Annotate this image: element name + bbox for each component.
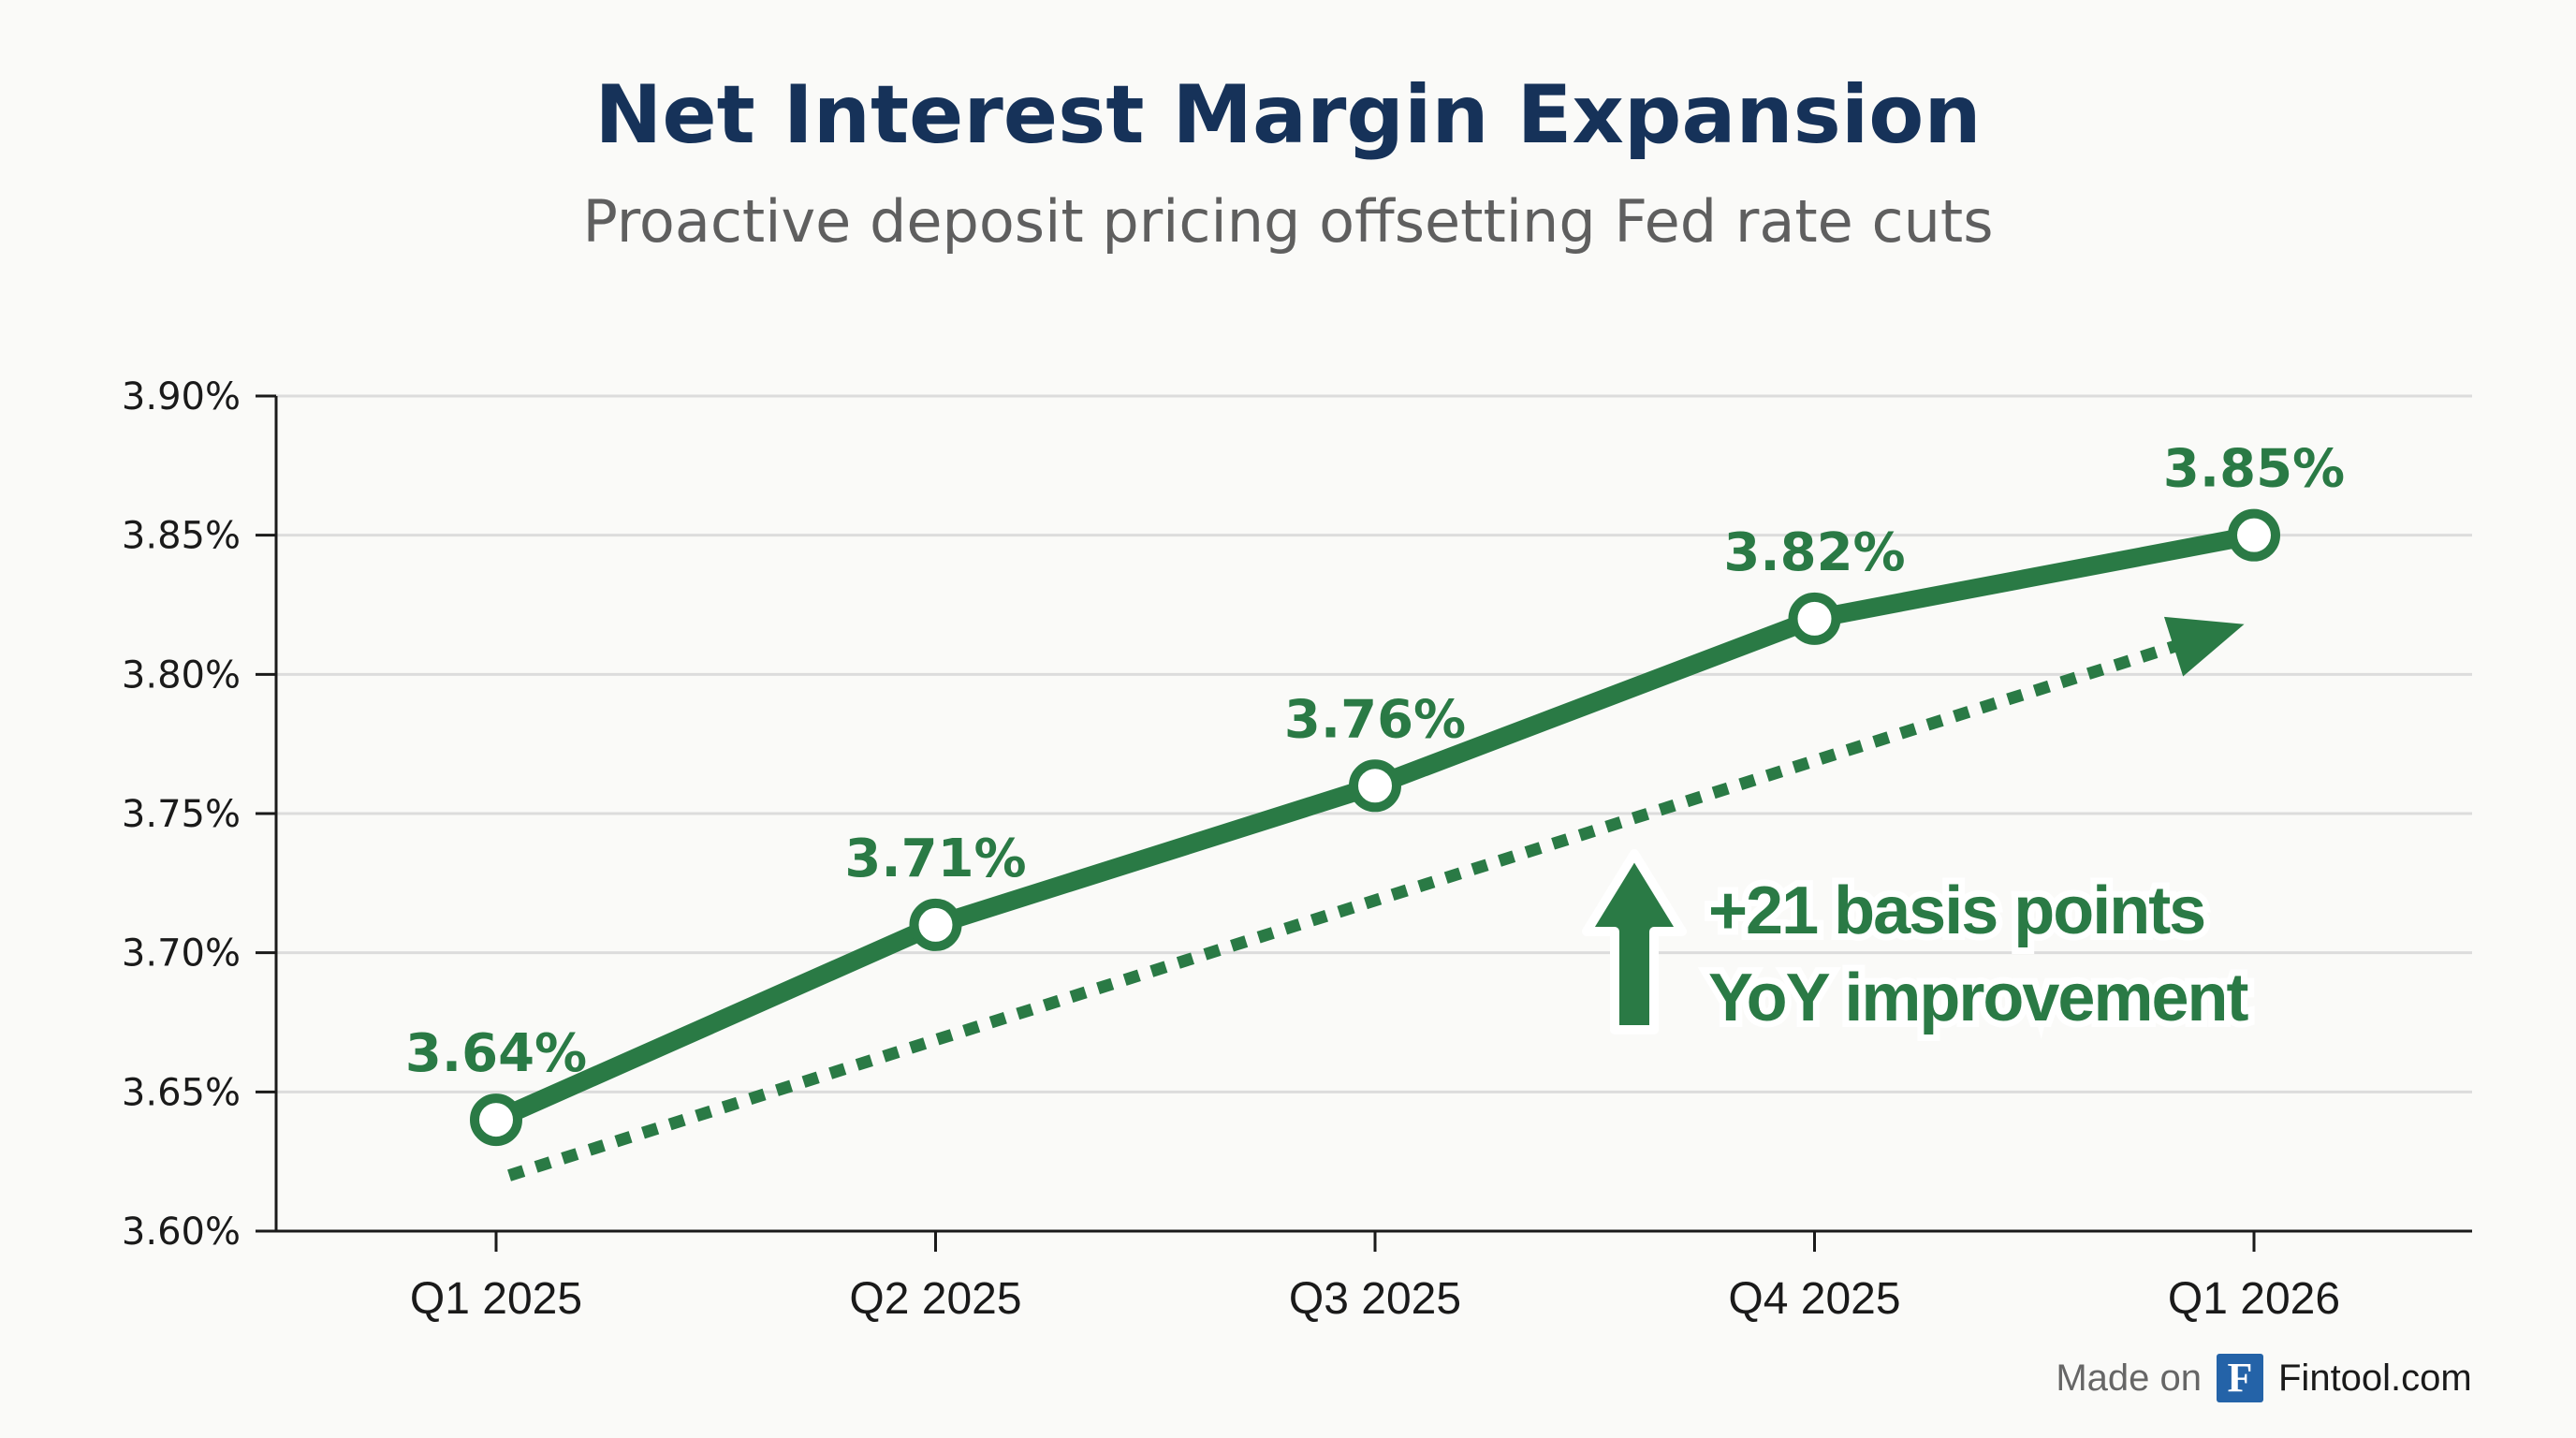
data-point xyxy=(2228,508,2280,562)
footer-brand[interactable]: Fintool.com xyxy=(2278,1357,2472,1399)
footer-made-on: Made on xyxy=(2056,1357,2202,1399)
data-point xyxy=(470,1093,522,1147)
chart-subtitle: Proactive deposit pricing offsetting Fed… xyxy=(582,187,1993,256)
data-point xyxy=(909,898,962,951)
data-label: 3.82% xyxy=(1723,522,1905,583)
fintool-logo-letter: F xyxy=(2228,1355,2253,1401)
x-tick-label: Q4 2025 xyxy=(1728,1274,1900,1324)
data-label: 3.76% xyxy=(1284,689,1466,750)
series-line: 3.64% 3.71% 3.76% 3.82% 3.85% xyxy=(405,439,2345,1147)
annotation-line-1: +21 basis points xyxy=(1708,873,2204,948)
data-label: 3.85% xyxy=(2163,439,2345,500)
annotation: +21 basis points YoY improvement xyxy=(1582,849,2258,1042)
y-axis-ticks: 3.60% 3.65% 3.70% 3.75% 3.80% 3.85% 3.90% xyxy=(122,375,276,1254)
y-tick-label: 3.70% xyxy=(122,932,241,976)
x-tick-label: Q3 2025 xyxy=(1289,1274,1461,1324)
y-tick-label: 3.85% xyxy=(122,515,241,558)
data-point xyxy=(1788,592,1841,645)
y-tick-label: 3.75% xyxy=(122,793,241,836)
y-tick-label: 3.60% xyxy=(122,1211,241,1254)
data-label: 3.64% xyxy=(405,1023,587,1084)
x-tick-label: Q1 2025 xyxy=(410,1274,582,1324)
trend-dotted-line xyxy=(507,636,2190,1181)
chart-title: Net Interest Margin Expansion xyxy=(594,68,1981,162)
fintool-logo-icon xyxy=(2217,1354,2263,1402)
annotation-line-2: YoY improvement xyxy=(1708,961,2249,1035)
y-tick-label: 3.90% xyxy=(122,375,241,418)
data-point xyxy=(1349,759,1401,813)
y-tick-label: 3.80% xyxy=(122,653,241,697)
y-tick-label: 3.65% xyxy=(122,1071,241,1114)
up-arrow-icon xyxy=(1582,849,1687,1034)
trend-arrowhead-icon xyxy=(2163,616,2245,677)
gridlines xyxy=(276,394,2472,1093)
trend-line xyxy=(507,616,2245,1181)
x-axis-ticks: Q1 2025 Q2 2025 Q3 2025 Q4 2025 Q1 2026 xyxy=(410,1231,2340,1324)
data-label: 3.71% xyxy=(844,829,1026,889)
x-tick-label: Q2 2025 xyxy=(849,1274,1021,1324)
x-tick-label: Q1 2026 xyxy=(2168,1274,2340,1324)
footer: Made on F Fintool.com xyxy=(2056,1354,2472,1402)
